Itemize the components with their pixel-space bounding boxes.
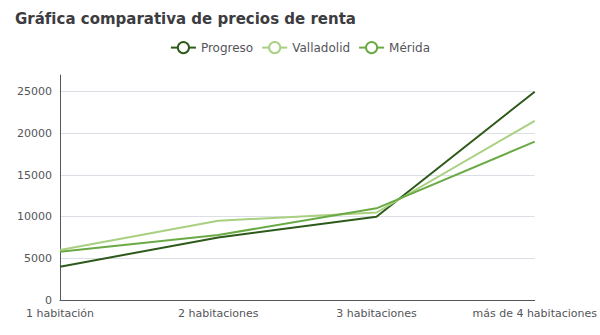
svg-text:20000: 20000 <box>17 127 52 140</box>
svg-text:más de 4 habitaciones: más de 4 habitaciones <box>472 307 597 320</box>
svg-text:3 habitaciones: 3 habitaciones <box>336 307 417 320</box>
svg-text:25000: 25000 <box>17 85 52 98</box>
svg-text:15000: 15000 <box>17 169 52 182</box>
svg-text:10000: 10000 <box>17 210 52 223</box>
svg-text:5000: 5000 <box>24 252 52 265</box>
svg-text:Mérida: Mérida <box>389 41 430 55</box>
svg-text:0: 0 <box>45 294 52 307</box>
svg-text:Gráfica comparativa de precios: Gráfica comparativa de precios de renta <box>15 10 356 28</box>
svg-text:Valladolid: Valladolid <box>292 41 350 55</box>
svg-text:1 habitación: 1 habitación <box>26 307 94 320</box>
svg-text:Progreso: Progreso <box>201 41 253 55</box>
svg-text:2 habitaciones: 2 habitaciones <box>178 307 259 320</box>
